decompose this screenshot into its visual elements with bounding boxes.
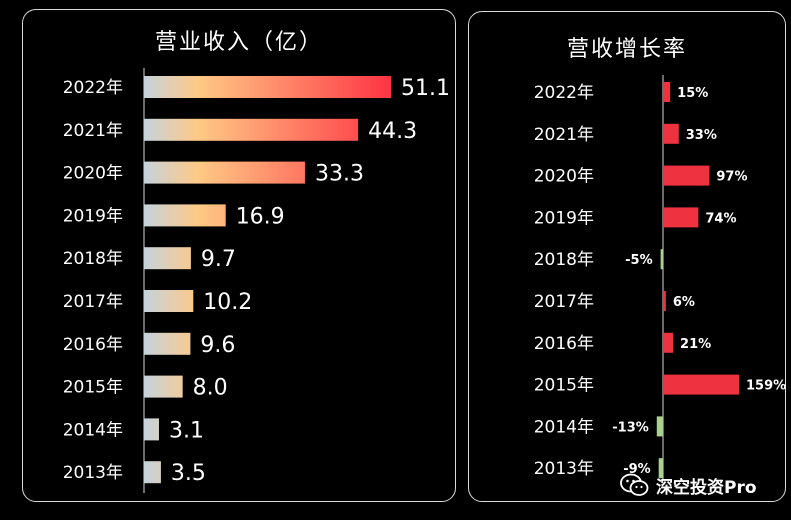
growth-category-label: 2022年 (534, 83, 594, 103)
revenue-bar (144, 375, 183, 398)
revenue-value-label: 51.1 (401, 76, 450, 101)
wechat-icon (620, 473, 649, 496)
revenue-category-label: 2017年 (63, 292, 123, 312)
revenue-value-label: 10.2 (203, 290, 252, 315)
growth-bar-negative (658, 458, 663, 479)
growth-category-label: 2018年 (534, 250, 594, 270)
growth-category-label: 2013年 (534, 459, 594, 479)
growth-value-label: 33% (686, 128, 717, 143)
growth-bar-negative (656, 416, 663, 437)
revenue-value-label: 9.6 (200, 333, 235, 358)
revenue-value-label: 8.0 (193, 376, 228, 401)
growth-category-label: 2016年 (534, 334, 594, 354)
revenue-category-label: 2018年 (63, 249, 123, 269)
growth-value-label: -5% (625, 253, 652, 268)
growth-category-label: 2014年 (534, 417, 594, 437)
revenue-bar (144, 161, 305, 184)
growth-chart-title: 营收增长率 (566, 37, 687, 62)
revenue-category-label: 2014年 (63, 420, 123, 440)
growth-bar (663, 332, 674, 353)
revenue-value-label: 3.5 (171, 461, 206, 486)
revenue-category-label: 2015年 (63, 378, 123, 398)
growth-chart-panel: 营收增长率 (468, 11, 786, 502)
growth-bar (663, 207, 699, 228)
revenue-value-label: 3.1 (169, 418, 204, 443)
revenue-value-label: 44.3 (368, 119, 417, 144)
revenue-value-label: 33.3 (315, 162, 364, 187)
revenue-chart-title: 营业收入（亿） (154, 30, 323, 55)
growth-chart: 2022年 15% 2021年 33% 2020年 97% 2019年 74% 2018年 -5%… (534, 75, 786, 480)
revenue-category-label: 2013年 (63, 463, 123, 483)
growth-value-label: 6% (673, 295, 695, 310)
revenue-chart-panel: 营业收入（亿） (22, 9, 456, 502)
growth-bar (663, 291, 666, 311)
growth-category-label: 2015年 (534, 376, 594, 396)
growth-bar-negative (660, 249, 663, 270)
growth-category-label: 2020年 (534, 167, 594, 187)
revenue-category-label: 2019年 (63, 206, 123, 226)
growth-value-label: -13% (612, 420, 649, 435)
revenue-bar (144, 76, 391, 98)
revenue-category-label: 2016年 (63, 335, 123, 355)
revenue-bar (144, 332, 191, 355)
growth-value-label: 15% (677, 86, 708, 101)
revenue-bar (144, 461, 161, 484)
revenue-category-label: 2022年 (63, 78, 123, 98)
watermark: 深空投资Pro (620, 472, 757, 498)
revenue-bar (144, 118, 359, 141)
revenue-value-label: 16.9 (236, 204, 285, 229)
watermark-text: 深空投资Pro (656, 477, 757, 498)
growth-value-label: 97% (716, 170, 747, 185)
growth-value-label: 74% (705, 211, 736, 226)
growth-category-label: 2021年 (534, 125, 594, 145)
revenue-chart: 2022年 51.1 2021年 44.3 2020年 33.3 2019年 16.9 2018… (63, 68, 450, 493)
growth-value-label: 21% (680, 337, 711, 352)
revenue-bar (144, 418, 159, 441)
growth-value-label: 159% (746, 379, 786, 394)
revenue-value-label: 9.7 (201, 247, 236, 272)
revenue-bar (144, 204, 226, 227)
growth-value-label: -9% (623, 462, 650, 477)
growth-bar (663, 374, 739, 395)
growth-bar (663, 165, 710, 186)
growth-bar (663, 82, 671, 102)
growth-bar (663, 123, 679, 144)
revenue-category-label: 2020年 (63, 164, 123, 184)
revenue-bar (144, 247, 191, 270)
growth-category-label: 2019年 (534, 208, 594, 228)
revenue-category-label: 2021年 (63, 121, 123, 141)
revenue-bar (144, 290, 194, 312)
growth-category-label: 2017年 (534, 292, 594, 312)
